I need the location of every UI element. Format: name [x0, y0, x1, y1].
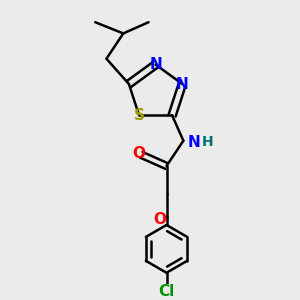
Text: S: S — [134, 108, 145, 123]
Text: O: O — [153, 212, 166, 227]
Text: N: N — [188, 135, 200, 150]
Text: N: N — [149, 57, 162, 72]
Text: H: H — [202, 135, 213, 149]
Text: O: O — [132, 146, 145, 161]
Text: N: N — [176, 76, 189, 92]
Text: Cl: Cl — [158, 284, 175, 298]
